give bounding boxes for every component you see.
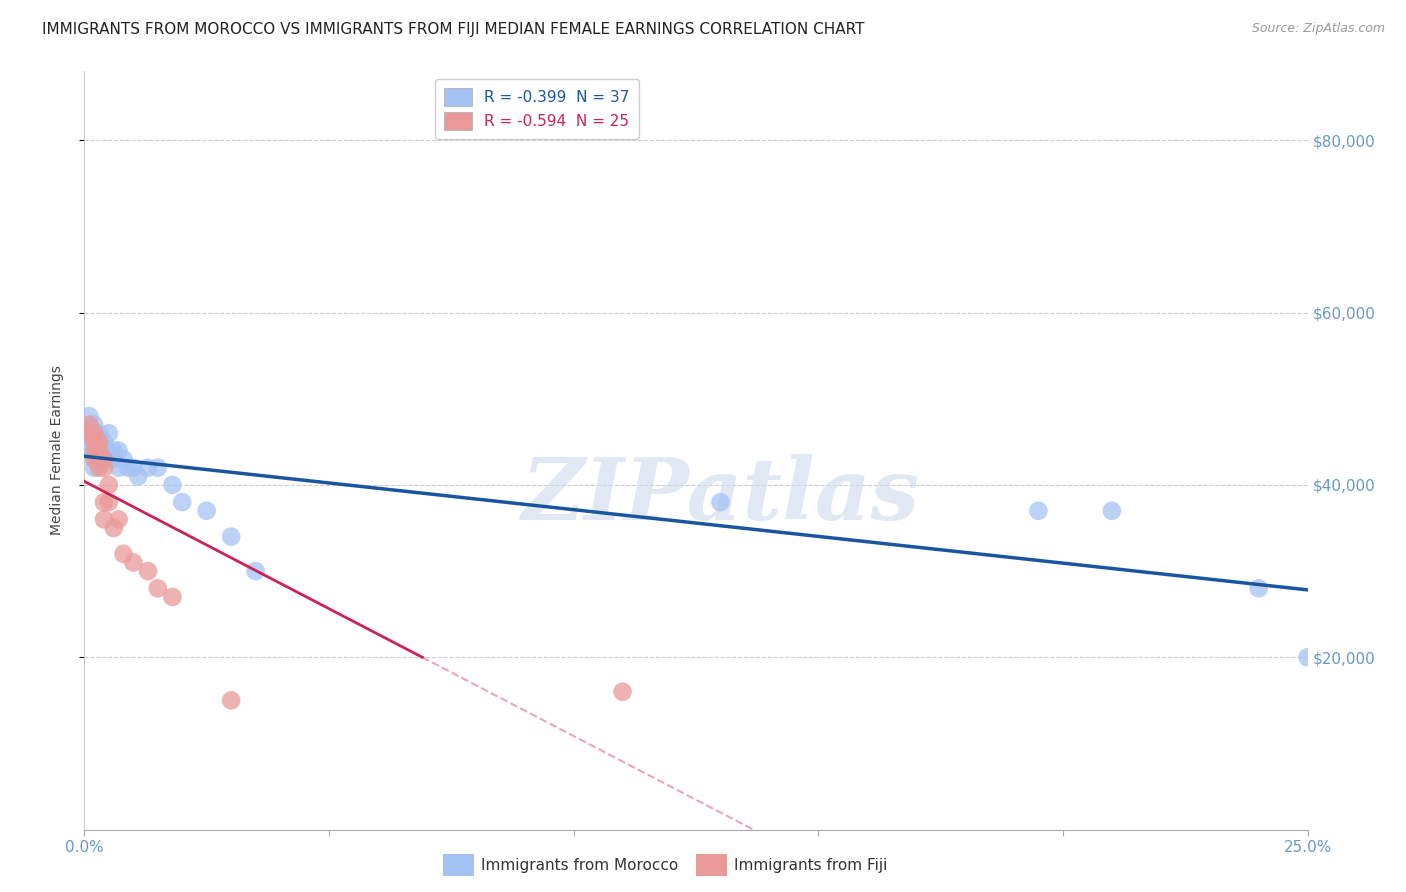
Point	[93, 452, 115, 467]
Point	[1296, 650, 1319, 665]
Point	[93, 434, 115, 449]
Point	[112, 452, 135, 467]
Point	[87, 434, 110, 449]
Point	[77, 426, 100, 441]
Point	[83, 434, 105, 449]
Point	[93, 495, 115, 509]
Point	[87, 443, 110, 458]
Point	[87, 434, 110, 449]
Point	[97, 443, 120, 458]
Point	[127, 469, 149, 483]
Point	[1247, 582, 1270, 596]
Point	[117, 460, 139, 475]
Point	[83, 452, 105, 467]
Point	[103, 443, 125, 458]
Point	[87, 452, 110, 467]
Point	[162, 478, 184, 492]
Point	[146, 582, 169, 596]
Point	[107, 443, 129, 458]
Point	[97, 478, 120, 492]
Point	[87, 443, 110, 458]
Point	[97, 452, 120, 467]
Point	[709, 495, 731, 509]
Point	[103, 521, 125, 535]
Point	[77, 443, 100, 458]
Point	[77, 409, 100, 423]
Point	[83, 443, 105, 458]
Point	[87, 460, 110, 475]
Point	[122, 556, 145, 570]
Point	[83, 452, 105, 467]
Point	[87, 452, 110, 467]
Text: IMMIGRANTS FROM MOROCCO VS IMMIGRANTS FROM FIJI MEDIAN FEMALE EARNINGS CORRELATI: IMMIGRANTS FROM MOROCCO VS IMMIGRANTS FR…	[42, 22, 865, 37]
Text: Source: ZipAtlas.com: Source: ZipAtlas.com	[1251, 22, 1385, 36]
Point	[83, 434, 105, 449]
Point	[219, 530, 242, 544]
Point	[83, 443, 105, 458]
Point	[83, 417, 105, 432]
Legend: R = -0.399  N = 37, R = -0.594  N = 25: R = -0.399 N = 37, R = -0.594 N = 25	[436, 79, 638, 139]
Point	[245, 564, 267, 578]
Point	[162, 590, 184, 604]
Point	[146, 460, 169, 475]
Point	[77, 417, 100, 432]
Point	[172, 495, 194, 509]
Point	[97, 426, 120, 441]
Point	[195, 504, 218, 518]
Y-axis label: Median Female Earnings: Median Female Earnings	[49, 366, 63, 535]
Point	[1028, 504, 1050, 518]
Point	[93, 460, 115, 475]
Text: Immigrants from Morocco: Immigrants from Morocco	[481, 858, 678, 872]
Point	[107, 512, 129, 526]
Point	[107, 460, 129, 475]
Point	[136, 564, 159, 578]
Point	[136, 460, 159, 475]
Text: ZIPatlas: ZIPatlas	[522, 454, 920, 538]
Point	[1101, 504, 1123, 518]
Point	[93, 443, 115, 458]
Point	[103, 452, 125, 467]
Point	[93, 512, 115, 526]
Point	[83, 460, 105, 475]
Point	[77, 426, 100, 441]
Point	[612, 684, 634, 698]
Point	[219, 693, 242, 707]
Point	[87, 426, 110, 441]
Text: Immigrants from Fiji: Immigrants from Fiji	[734, 858, 887, 872]
Point	[122, 460, 145, 475]
Point	[97, 495, 120, 509]
Point	[83, 426, 105, 441]
Point	[112, 547, 135, 561]
